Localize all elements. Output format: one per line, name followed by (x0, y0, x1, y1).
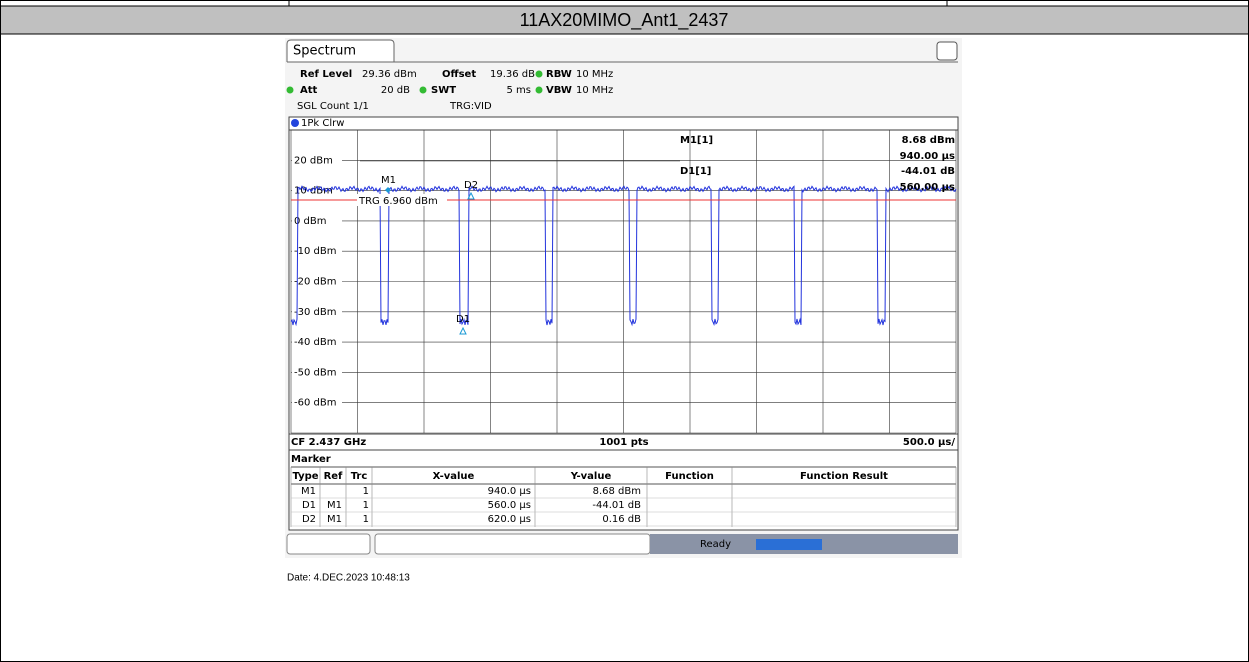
cell: M1 (301, 486, 316, 497)
column-header: Type (292, 471, 318, 482)
label-bg (357, 194, 447, 206)
label: VBW (546, 85, 572, 96)
label: RBW (546, 69, 572, 80)
cell: 1 (363, 486, 369, 497)
label: 19.36 dB (490, 69, 535, 80)
label-bg (292, 366, 342, 379)
label-bg (292, 396, 342, 409)
label-bg (292, 184, 342, 197)
label: Att (300, 85, 318, 96)
icon (936, 41, 958, 61)
title: 11AX20MIMO_Ant1_2437 (520, 10, 729, 31)
marker-symbol (467, 191, 475, 200)
title-bar (0, 5, 1249, 35)
marker-panel (288, 449, 959, 531)
marker-label: M1 (381, 175, 396, 186)
cell: M1 (327, 500, 342, 511)
marker-symbol (459, 326, 467, 335)
trigger-label: TRG 6.960 dBm (358, 196, 438, 207)
label: 1001 pts (599, 437, 648, 448)
column-header: Ref (324, 471, 343, 482)
column-header: Y-value (570, 471, 612, 482)
column-header: Function (665, 471, 714, 482)
label: 560.00 µs (900, 182, 955, 193)
cell: 560.0 µs (488, 500, 531, 511)
label: 5 ms (507, 85, 532, 96)
column-header: X-value (433, 471, 475, 482)
column-header: Trc (351, 471, 368, 482)
y-label: -20 dBm (294, 277, 336, 288)
label: 10 MHz (576, 69, 613, 80)
progress (756, 539, 822, 550)
y-label: 10 dBm (294, 186, 333, 197)
cell: 0.16 dB (602, 514, 641, 525)
cell: 1 (363, 500, 369, 511)
indicator (286, 86, 294, 94)
cell: D2 (302, 514, 316, 525)
label-bg (292, 214, 342, 227)
tab-label: Spectrum (293, 44, 356, 59)
label: Marker (291, 454, 331, 465)
cell: 8.68 dBm (593, 486, 641, 497)
label-bg (292, 245, 342, 258)
trace (290, 185, 957, 327)
marker-symbol (385, 187, 391, 193)
cell: M1 (327, 514, 342, 525)
y-label: -30 dBm (294, 307, 336, 318)
cell: D1 (302, 500, 316, 511)
label: TRG:VID (449, 101, 492, 112)
label: 940.00 µs (900, 151, 955, 162)
label: 29.36 dBm (362, 69, 417, 80)
column-header: Function Result (800, 471, 888, 482)
softkey (286, 533, 371, 555)
label: -44.01 dB (901, 166, 955, 177)
y-label: -10 dBm (294, 246, 336, 257)
label: CF 2.437 GHz (291, 437, 366, 448)
y-label: -40 dBm (294, 337, 336, 348)
y-label: -60 dBm (294, 398, 336, 409)
trace-dot (291, 119, 299, 127)
indicator (419, 86, 427, 94)
softkey (374, 533, 651, 555)
cell: 1 (363, 514, 369, 525)
label-bg (292, 336, 342, 349)
label: M1[1] (680, 135, 713, 146)
y-label: -50 dBm (294, 367, 336, 378)
indicator (535, 70, 543, 78)
date: Date: 4.DEC.2023 10:48:13 (287, 573, 410, 584)
cell: 620.0 µs (488, 514, 531, 525)
label: 20 dB (381, 85, 410, 96)
label-bg (292, 154, 342, 167)
cell: 940.0 µs (488, 486, 531, 497)
tab (286, 39, 395, 62)
y-label: 0 dBm (294, 216, 327, 227)
label: 1Pk Clrw (301, 118, 344, 129)
label-bg (292, 305, 342, 318)
label-bg (292, 275, 342, 288)
label: 500.0 µs/ (903, 437, 955, 448)
indicator (535, 86, 543, 94)
marker-label: D1 (456, 314, 470, 325)
label: SWT (431, 85, 456, 96)
label: Offset (442, 69, 476, 80)
label: Ref Level (300, 69, 352, 80)
label: 8.68 dBm (902, 135, 955, 146)
cell: -44.01 dB (592, 500, 641, 511)
label: D1[1] (680, 166, 711, 177)
label: SGL Count 1/1 (297, 101, 369, 112)
y-label: 20 dBm (294, 155, 333, 166)
marker-label: D2 (464, 180, 478, 191)
label: 10 MHz (576, 85, 613, 96)
status: Ready (700, 539, 731, 550)
